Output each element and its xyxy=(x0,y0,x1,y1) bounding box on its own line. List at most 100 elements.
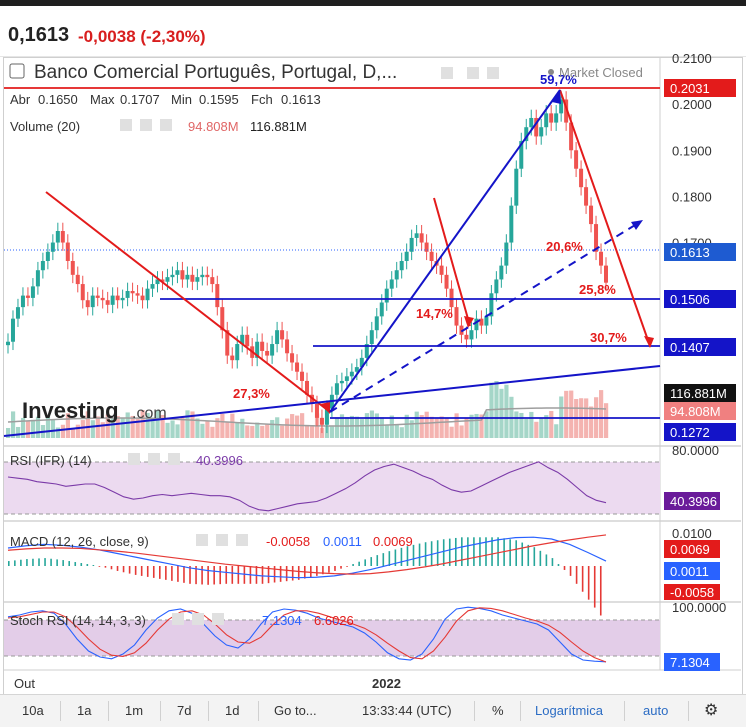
candle-body xyxy=(564,99,569,123)
macd-hist-bar xyxy=(116,566,119,571)
macd-hist-bar xyxy=(207,566,209,585)
range-1a[interactable]: 1a xyxy=(77,703,92,718)
macd-hist-bar xyxy=(521,542,524,566)
macd-hist-bar xyxy=(80,563,83,566)
volume-bar xyxy=(409,420,414,438)
candle-body xyxy=(444,274,449,289)
volume-settings-icon[interactable] xyxy=(140,119,152,131)
macd-hist-bar xyxy=(569,566,572,576)
macd-hist-bar xyxy=(382,553,385,566)
range-1d[interactable]: 1d xyxy=(225,703,240,718)
trend-blue-dashed[interactable] xyxy=(329,221,641,413)
volume-bar xyxy=(245,425,250,438)
log-button[interactable]: Logarítmica xyxy=(535,703,603,718)
macd-hist-bar xyxy=(316,566,318,576)
candle-body xyxy=(215,284,220,308)
rsi-eye-icon[interactable] xyxy=(128,453,140,465)
macd-hist-bar xyxy=(533,547,536,566)
title-settings-icons[interactable] xyxy=(441,67,499,79)
macd-settings-icon[interactable] xyxy=(216,534,228,546)
macd-hist-bar xyxy=(62,560,64,566)
annotation-14.7: 14,7% xyxy=(416,306,453,321)
candle-body xyxy=(270,344,275,356)
candle-body xyxy=(319,417,324,425)
candle-body xyxy=(414,233,419,238)
macd-hist-bar xyxy=(358,561,360,566)
trend-red-decline-2[interactable] xyxy=(433,197,471,327)
stoch-badge-text: 7.1304 xyxy=(670,655,710,670)
trend-red-decline-3[interactable] xyxy=(559,89,651,347)
candle-body xyxy=(100,297,105,301)
macd-hist-bar xyxy=(189,566,191,584)
macd-hist-bar xyxy=(593,566,596,608)
macd-hist-bar xyxy=(581,566,584,592)
range-1m[interactable]: 1m xyxy=(125,703,144,718)
macd-hist-bar xyxy=(545,554,548,566)
volume-bar xyxy=(285,418,290,438)
candle-body xyxy=(265,350,270,356)
chart-type-icon[interactable] xyxy=(9,63,25,79)
candle-body xyxy=(245,334,250,347)
volume-legend: Volume (20) 94.808M 116.881M xyxy=(10,119,307,134)
macd-close-icon[interactable] xyxy=(236,534,248,546)
volume-bar xyxy=(384,425,389,438)
volume-bar xyxy=(180,417,185,438)
chart-canvas[interactable]: Investing .com 59,7% 20,6% 25,8% 14,7% 3… xyxy=(0,0,746,694)
macd-hist-bar xyxy=(418,543,421,566)
candle-body xyxy=(469,330,474,340)
toolbar-sep xyxy=(208,701,209,721)
candle-body xyxy=(524,127,529,142)
range-7d[interactable]: 7d xyxy=(177,703,192,718)
candle-body xyxy=(484,316,489,326)
stoch-settings-icon[interactable] xyxy=(192,613,204,625)
volume-bar xyxy=(70,427,75,438)
watermark-suffix: .com xyxy=(132,405,167,422)
candle-body xyxy=(394,270,399,280)
toolbar-sep xyxy=(474,701,475,721)
annotation-30.7: 30,7% xyxy=(590,330,627,345)
volume-eye-icon[interactable] xyxy=(120,119,132,131)
trend-blue-rise[interactable] xyxy=(329,89,561,413)
candle-body xyxy=(489,293,494,317)
macd-hist-bar xyxy=(177,566,179,582)
rsi-settings-icon[interactable] xyxy=(148,453,160,465)
macd-hist-bar xyxy=(551,558,554,566)
range-10a[interactable]: 10a xyxy=(22,703,44,718)
goto-button[interactable]: Go to... xyxy=(274,703,317,718)
volume-bar xyxy=(334,417,340,438)
volume-bar xyxy=(15,426,21,438)
candle-body xyxy=(185,274,190,280)
gear-icon[interactable]: ⚙ xyxy=(704,702,719,719)
macd-hist-bar xyxy=(322,566,324,575)
candle-body xyxy=(309,394,314,405)
candle-body xyxy=(125,290,130,298)
macd-eye-icon[interactable] xyxy=(196,534,208,546)
market-status-dot xyxy=(548,69,554,75)
stoch-close-icon[interactable] xyxy=(212,613,224,625)
percent-button[interactable]: % xyxy=(492,703,504,718)
volume-bar xyxy=(399,427,404,438)
candle-body xyxy=(70,260,75,275)
candle-body xyxy=(364,344,369,358)
volume-bar xyxy=(429,416,434,438)
macd-hist-bar xyxy=(310,566,312,578)
volume-bar xyxy=(544,415,549,438)
stoch-eye-icon[interactable] xyxy=(172,613,184,625)
volume-bar xyxy=(105,414,110,438)
rsi-close-icon[interactable] xyxy=(168,453,180,465)
arrow-red-head-1 xyxy=(320,402,330,414)
volume-bar xyxy=(329,426,335,438)
candle-body xyxy=(30,286,35,298)
volume-bar xyxy=(240,418,245,438)
auto-button[interactable]: auto xyxy=(643,703,669,718)
volume-bar xyxy=(85,411,90,438)
trend-red-decline-1[interactable] xyxy=(45,191,331,413)
candle-body xyxy=(55,231,60,243)
candle-body xyxy=(255,341,260,358)
volume-bar xyxy=(255,422,260,438)
volume-bar xyxy=(499,388,504,438)
volume-close-icon[interactable] xyxy=(160,119,172,131)
rsi-value: 40.3996 xyxy=(196,453,243,468)
trend-blue-support[interactable] xyxy=(3,365,661,437)
macd-hist-bar xyxy=(171,566,173,581)
